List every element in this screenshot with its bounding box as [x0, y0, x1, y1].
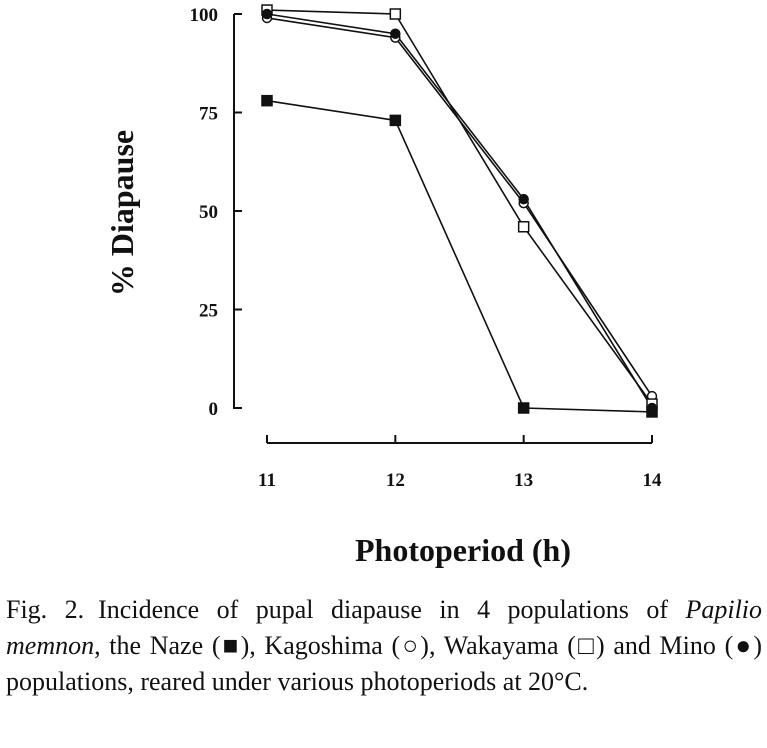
data-point-filled-square	[389, 114, 402, 127]
x-tick-label: 11	[258, 470, 276, 491]
series-lines	[266, 9, 653, 413]
y-tick-label: 25	[199, 301, 218, 322]
data-point-open-square	[517, 221, 530, 233]
figure-caption: Fig. 2. Incidence of pupal diapause in 4 …	[6, 592, 762, 700]
data-point-filled-circle	[390, 28, 401, 39]
caption-fig-label: Fig. 2.	[6, 595, 85, 624]
caption-species: Papilio memnon	[6, 595, 763, 660]
x-ticks: 11 12 13 14	[258, 435, 662, 491]
x-tick-label: 12	[386, 470, 405, 491]
caption-text-7: ) populations, reared under	[6, 631, 762, 696]
data-point-filled-square	[261, 94, 273, 107]
series-line-filled-circle	[266, 13, 653, 409]
y-ticks: 0 25 50 75 100	[190, 5, 242, 420]
data-point-open-square	[389, 8, 402, 20]
x-tick-label: 13	[514, 470, 533, 491]
data-point-filled-circle	[261, 8, 273, 20]
y-tick-label: 100	[190, 5, 219, 26]
y-tick-label: 50	[199, 202, 218, 223]
x-tick-label: 14	[643, 470, 663, 491]
data-point-filled-circle	[518, 193, 529, 205]
series-line-open-square	[266, 9, 653, 405]
naze-symbol-icon: ■	[220, 631, 241, 660]
kagoshima-symbol-icon: ○	[400, 631, 421, 660]
series-line-open-circle	[266, 17, 653, 397]
series-markers	[261, 4, 658, 418]
caption-text-2: , the Naze (	[94, 631, 221, 660]
y-tick-label: 0	[209, 399, 219, 420]
caption-text-6: ) and Mino (	[595, 631, 734, 660]
wakayama-symbol-icon: □	[575, 631, 596, 660]
caption-line-1: Incidence of pupal diapause in 4 populat…	[98, 595, 629, 624]
caption-text-8: various photoperiods at 20°C.	[277, 667, 589, 696]
caption-text-3: ), Kagoshima (	[240, 631, 401, 660]
chart: 0 25 50 75 100 11 12 13 14 % Diapause Photoperi…	[104, 4, 662, 568]
caption-of: of	[646, 595, 668, 624]
y-tick-label: 75	[199, 104, 218, 125]
mino-symbol-icon: ●	[733, 631, 754, 660]
data-point-filled-circle	[646, 402, 658, 414]
data-point-filled-square	[517, 402, 530, 414]
caption-text-5: Wakayama (	[443, 631, 576, 660]
x-axis-title: Photoperiod (h)	[355, 532, 571, 568]
y-axis-title: % Diapause	[104, 130, 140, 296]
series-line-filled-square	[266, 99, 653, 413]
caption-text-4: ),	[420, 631, 436, 660]
